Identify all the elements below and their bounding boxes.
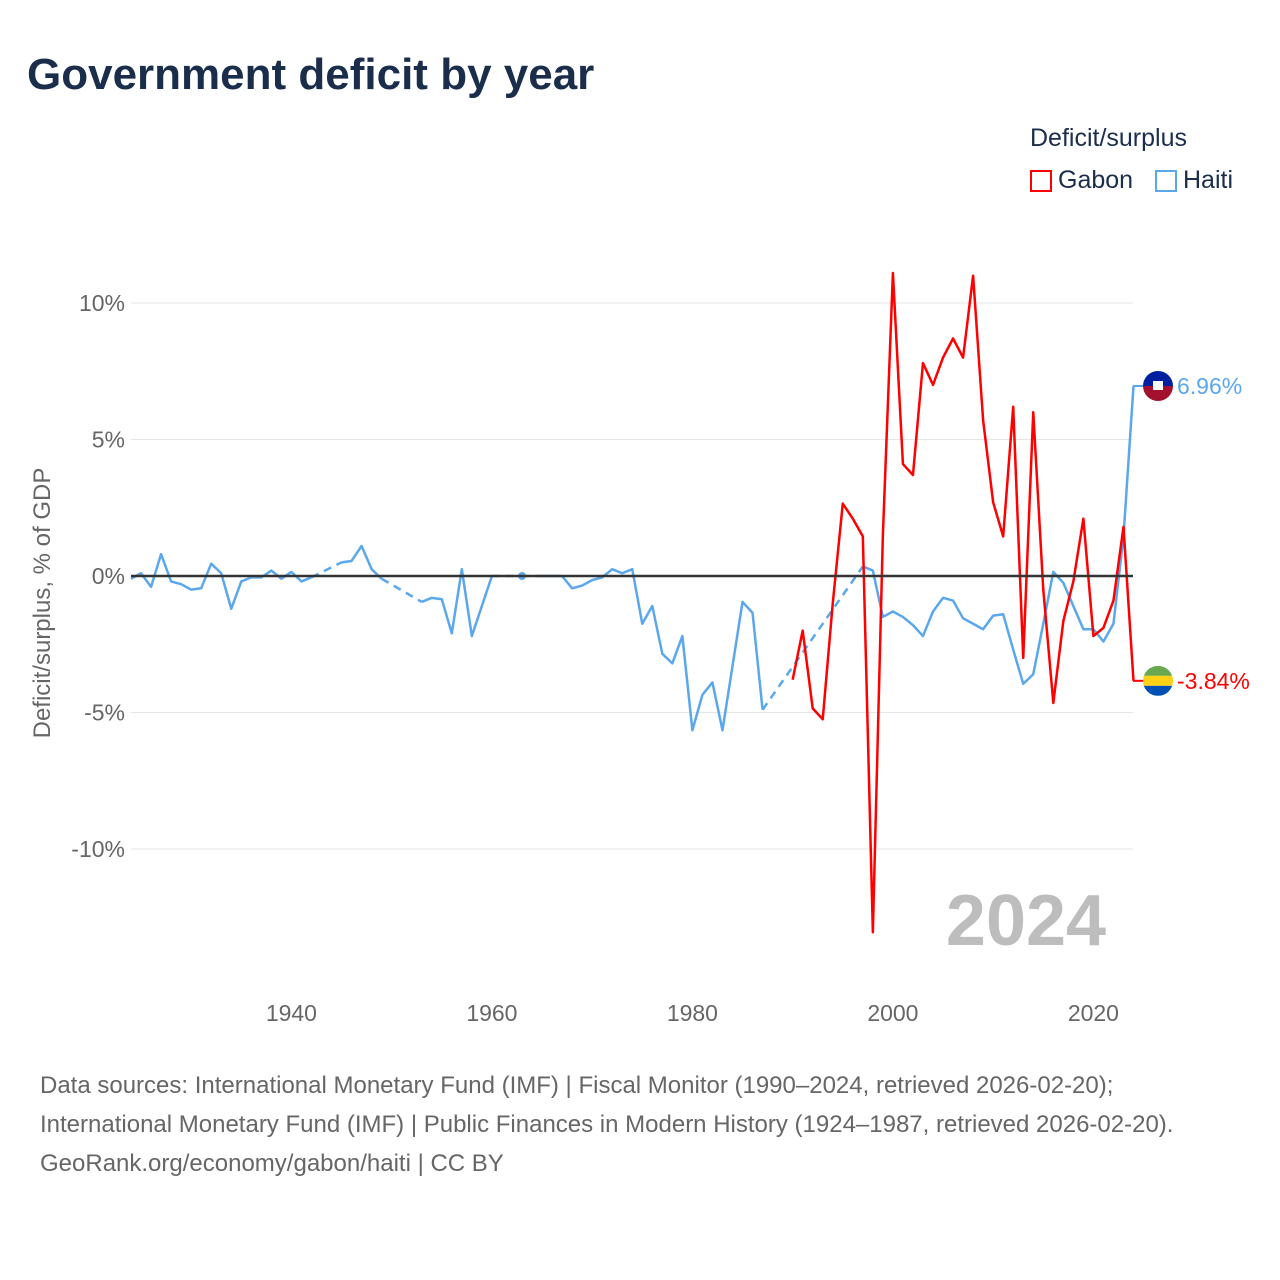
legend-item-haiti[interactable]: Haiti xyxy=(1155,166,1233,195)
y-tick-label: 10% xyxy=(79,290,125,316)
y-tick-label: -10% xyxy=(71,836,125,862)
legend-item-gabon[interactable]: Gabon xyxy=(1030,166,1133,195)
credit-link[interactable]: GeoRank.org/economy/gabon/haiti | CC BY xyxy=(40,1150,504,1177)
y-tick-label: 0% xyxy=(92,563,125,589)
legend-label-haiti: Haiti xyxy=(1183,166,1234,194)
series-gap-haiti xyxy=(380,577,423,604)
gabon-end-label: -3.84% xyxy=(1177,668,1250,694)
x-tick-label: 1980 xyxy=(667,1000,718,1026)
x-tick-label: 1940 xyxy=(266,1000,317,1026)
footer: Data sources: International Monetary Fun… xyxy=(40,1066,1240,1183)
flag-band xyxy=(1143,685,1173,696)
legend-label-gabon: Gabon xyxy=(1058,166,1134,194)
chart-title: Government deficit by year xyxy=(27,50,595,99)
series-line-haiti xyxy=(542,567,764,732)
year-watermark: 2024 xyxy=(946,881,1106,961)
x-tick-label: 2000 xyxy=(867,1000,918,1026)
flag-band xyxy=(1143,665,1173,676)
haiti-flag-icon xyxy=(1143,370,1173,401)
flag-band xyxy=(1143,385,1173,401)
haiti-end-label: 6.96% xyxy=(1177,373,1242,399)
flag-band xyxy=(1143,675,1173,686)
legend-swatch-gabon xyxy=(1030,169,1052,192)
flag-emblem xyxy=(1153,380,1163,390)
data-sources: Data sources: International Monetary Fun… xyxy=(40,1072,1174,1138)
legend-title: Deficit/surplus xyxy=(1030,124,1187,152)
legend-swatch-haiti xyxy=(1155,169,1177,192)
y-axis-label: Deficit/surplus, % of GDP xyxy=(29,468,56,739)
series-line-gabon xyxy=(791,271,1135,934)
flag-band xyxy=(1143,370,1173,386)
series-line-haiti xyxy=(862,385,1135,686)
gabon-flag-icon xyxy=(1143,665,1173,696)
series-line-haiti xyxy=(130,552,312,611)
series-line-haiti xyxy=(341,544,383,580)
y-tick-label: 5% xyxy=(92,427,125,453)
x-tick-label: 1960 xyxy=(466,1000,517,1026)
y-tick-label: -5% xyxy=(84,700,125,726)
series-gap-haiti xyxy=(761,565,864,711)
series-line-haiti xyxy=(421,567,494,638)
plot-area: 2024 Deficit/surplus, % of GDP 10% 5% 0% -5… xyxy=(29,271,1250,1026)
x-tick-label: 2020 xyxy=(1068,1000,1119,1026)
